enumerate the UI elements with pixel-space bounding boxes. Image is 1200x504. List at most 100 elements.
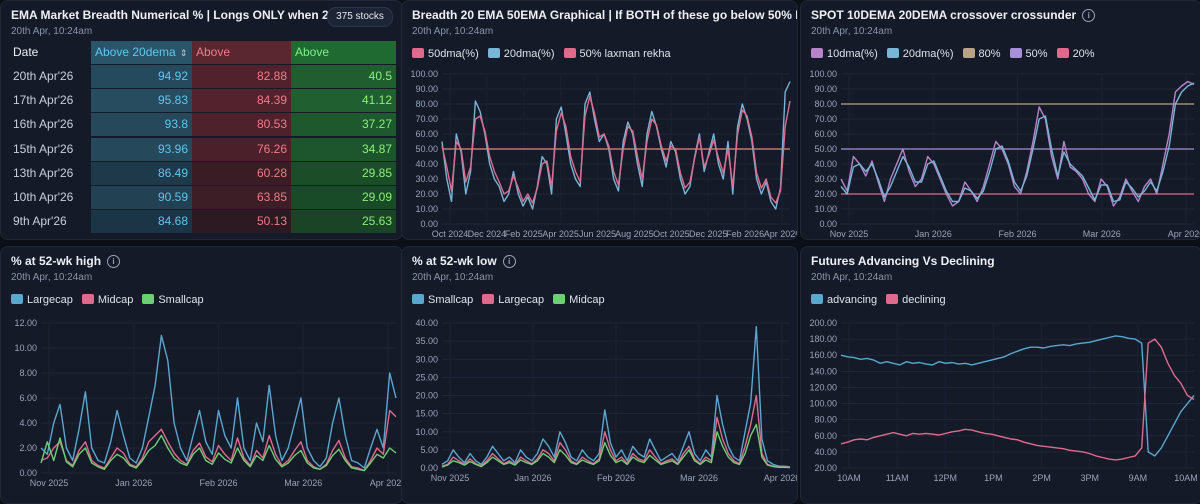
x-tick-label: 3PM xyxy=(1080,473,1099,483)
stock-count-badge[interactable]: 375 stocks xyxy=(327,7,393,27)
above-20dema-cell: 95.83 xyxy=(91,89,192,113)
y-tick-label: 100.00 xyxy=(809,69,837,79)
chart-legend: Largecap Midcap Smallcap xyxy=(11,294,213,306)
y-tick-label: 140.00 xyxy=(809,366,837,376)
legend-item[interactable]: Smallcap xyxy=(142,294,204,306)
legend-item[interactable]: 50% laxman rekha xyxy=(563,48,671,60)
y-tick-label: 10.00 xyxy=(14,343,37,353)
legend-item[interactable]: 10dma(%) xyxy=(811,48,878,60)
table-header: Date Above 20dema⇕ Above 50dema⇕ Above 2… xyxy=(8,41,396,82)
legend-item[interactable]: Smallcap xyxy=(412,294,473,306)
y-tick-label: 20.00 xyxy=(415,189,438,199)
panel-title-text: % at 52-wk low xyxy=(412,254,497,268)
series-line-20dma xyxy=(441,81,791,210)
date-cell: 9th Apr'26 xyxy=(8,210,91,234)
legend-item[interactable]: advancing xyxy=(811,294,877,306)
legend-label: Largecap xyxy=(498,294,545,306)
legend-swatch xyxy=(1009,48,1022,58)
header-above-200dema[interactable]: Above 200dema⇕ xyxy=(291,41,396,82)
header-date[interactable]: Date xyxy=(8,41,91,64)
y-tick-label: 60.00 xyxy=(814,129,837,139)
table-row: 15th Apr'26 93.96 76.26 34.87 xyxy=(8,137,396,161)
breadth-line-chart: 100.00 90.00 80.00 70.00 60.00 50.00 40.00 30.0… xyxy=(410,69,797,239)
legend-item[interactable]: Midcap xyxy=(81,294,133,306)
series-line-largecap xyxy=(441,394,791,468)
legend-item[interactable]: 50dma(%) xyxy=(412,48,479,60)
above-50dema-cell: 60.28 xyxy=(192,161,291,185)
x-tick-label: Apr 2026 xyxy=(370,478,402,488)
x-tick-label: 11AM xyxy=(886,473,909,483)
x-tick-label: Jan 2026 xyxy=(115,478,152,488)
above-20dema-cell: 93.96 xyxy=(91,137,192,161)
legend-label: 50% laxman rekha xyxy=(579,48,671,60)
y-tick-label: 4.00 xyxy=(19,418,37,428)
y-tick-label: 100.00 xyxy=(410,69,438,79)
header-above-20dema[interactable]: Above 20dema ⇕ xyxy=(91,41,192,64)
x-tick-label: Oct 2024 xyxy=(432,229,469,239)
panel-title: % at 52-wk high i xyxy=(11,254,121,268)
date-cell: 17th Apr'26 xyxy=(8,89,91,113)
x-tick-label: 9AM xyxy=(1129,473,1148,483)
x-tick-label: 12PM xyxy=(934,473,958,483)
table-row: 16th Apr'26 93.8 80.53 37.27 xyxy=(8,113,396,137)
info-icon[interactable]: i xyxy=(107,255,121,268)
date-cell: 15th Apr'26 xyxy=(8,137,91,161)
y-tick-label: 160.00 xyxy=(809,350,837,360)
legend-item[interactable]: 50% xyxy=(1009,48,1048,60)
date-cell: 16th Apr'26 xyxy=(8,113,91,137)
legend-label: 50% xyxy=(1025,48,1048,60)
y-tick-label: 10.00 xyxy=(415,204,438,214)
x-tick-label: Dec 2025 xyxy=(689,229,728,239)
legend-item[interactable]: 20dma(%) xyxy=(487,48,555,60)
x-tick-label: Apr 2026 xyxy=(1168,229,1200,239)
legend-swatch xyxy=(886,294,899,304)
legend-swatch xyxy=(811,294,823,304)
y-tick-label: 40.00 xyxy=(415,159,438,169)
legend-label: Smallcap xyxy=(428,294,474,306)
legend-label: Smallcap xyxy=(158,294,204,306)
x-tick-label: Feb 2025 xyxy=(505,229,543,239)
legend-item[interactable]: Largecap xyxy=(11,294,73,306)
chart-legend: Smallcap Largecap Midcap xyxy=(412,294,614,306)
legend-swatch xyxy=(81,294,94,304)
x-tick-label: Feb 2026 xyxy=(597,473,635,483)
legend-item[interactable]: 20dma(%) xyxy=(886,48,954,60)
y-tick-label: 70.00 xyxy=(415,114,438,124)
x-tick-label: Feb 2026 xyxy=(998,229,1036,239)
legend-item[interactable]: declining xyxy=(886,294,946,306)
chart-legend: 50dma(%) 20dma(%) 50% laxman rekha xyxy=(412,48,680,60)
y-tick-label: 40.00 xyxy=(814,447,837,457)
x-tick-label: Dec 2024 xyxy=(468,229,507,239)
above-200dema-cell: 29.09 xyxy=(291,186,396,209)
sort-icon: ⇕ xyxy=(179,48,188,58)
panel-title: EMA Market Breadth Numerical % | Longs O… xyxy=(11,8,361,22)
table-row: 20th Apr'26 94.92 82.88 40.5 xyxy=(8,65,396,88)
above-50dema-cell: 82.88 xyxy=(192,65,291,88)
legend-swatch xyxy=(11,294,23,304)
legend-item[interactable]: 80% xyxy=(962,48,1001,60)
panel-title: Futures Advancing Vs Declining xyxy=(811,254,995,268)
y-tick-label: 70.00 xyxy=(814,114,837,124)
legend-swatch xyxy=(811,48,823,58)
y-tick-label: 180.00 xyxy=(809,334,837,344)
legend-item[interactable]: 20% xyxy=(1056,48,1095,60)
y-tick-label: 30.00 xyxy=(415,174,438,184)
legend-label: 20% xyxy=(1072,48,1095,60)
y-tick-label: 50.00 xyxy=(415,144,438,154)
header-above-50dema[interactable]: Above 50dema⇕ xyxy=(192,41,291,82)
y-tick-label: 30.00 xyxy=(415,354,438,364)
info-icon[interactable]: i xyxy=(502,255,516,268)
x-tick-label: Nov 2025 xyxy=(830,229,869,239)
52wk-high-panel: % at 52-wk high i 20th Apr, 10:24am Large… xyxy=(0,246,403,504)
panel-timestamp: 20th Apr, 10:24am xyxy=(811,272,893,283)
info-icon[interactable]: i xyxy=(1082,9,1096,22)
series-line-declining xyxy=(840,338,1195,461)
legend-label: 20dma(%) xyxy=(902,48,954,60)
legend-item[interactable]: Midcap xyxy=(553,294,605,306)
table-row: 13th Apr'26 86.49 60.28 29.85 xyxy=(8,161,396,185)
panel-timestamp: 20th Apr, 10:24am xyxy=(412,272,494,283)
chart-legend: 10dma(%) 20dma(%) 80% 50% 20% xyxy=(811,48,1104,60)
y-tick-label: 60.00 xyxy=(415,129,438,139)
panel-timestamp: 20th Apr, 10:24am xyxy=(11,26,93,37)
legend-item[interactable]: Largecap xyxy=(482,294,544,306)
